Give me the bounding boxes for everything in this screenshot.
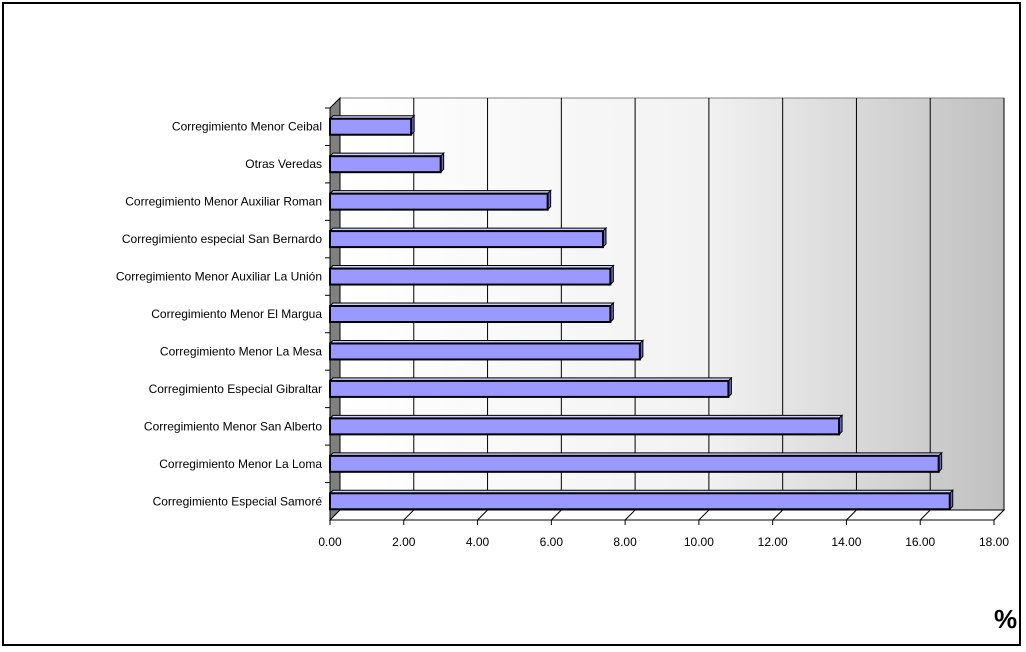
floor-gridline bbox=[919, 509, 931, 521]
bar-chart: 0.00 2.00 4.00 6.00 8.00 10.00 12.00 14.00 16.00… bbox=[116, 96, 1017, 634]
floor-gridline bbox=[550, 509, 562, 521]
floor-gridline bbox=[403, 509, 415, 521]
x-axis-unit-label: % bbox=[994, 604, 1017, 634]
x-tick-label: 0.00 bbox=[318, 535, 342, 549]
category-label: Corregimiento Menor La Loma bbox=[159, 457, 322, 471]
bar bbox=[328, 264, 615, 286]
x-tick-label: 18.00 bbox=[979, 535, 1009, 549]
floor-gridline bbox=[993, 509, 1005, 521]
bar-front bbox=[329, 155, 442, 174]
category-label: Corregimiento Menor La Mesa bbox=[160, 344, 322, 358]
bar bbox=[328, 151, 445, 174]
labels: 0.00 2.00 4.00 6.00 8.00 10.00 12.00 14.00 16.00… bbox=[116, 120, 1009, 549]
floor bbox=[328, 509, 1006, 521]
bar bbox=[328, 489, 954, 511]
x-tick-label: 2.00 bbox=[392, 535, 416, 549]
bar-front bbox=[329, 342, 641, 361]
x-tick-label: 4.00 bbox=[466, 535, 490, 549]
bar bbox=[328, 414, 844, 436]
bar-front bbox=[329, 230, 604, 249]
bar-front bbox=[329, 379, 730, 398]
category-label: Otras Veredas bbox=[245, 157, 322, 171]
x-tick-label: 12.00 bbox=[758, 535, 788, 549]
bar bbox=[328, 301, 615, 324]
category-label: Corregimiento Especial Gibraltar bbox=[149, 382, 322, 396]
category-label: Corregimiento Menor San Alberto bbox=[144, 419, 322, 433]
floor-gridline bbox=[698, 509, 710, 521]
bar-front bbox=[329, 492, 951, 511]
category-label: Corregimiento Menor El Margua bbox=[151, 307, 322, 321]
floor-gridline bbox=[772, 509, 784, 521]
bar bbox=[328, 189, 552, 211]
bar bbox=[328, 376, 733, 399]
bar-front bbox=[329, 117, 413, 136]
bar-front bbox=[329, 267, 612, 286]
bar bbox=[328, 339, 645, 361]
x-tick-label: 14.00 bbox=[831, 535, 861, 549]
category-label: Corregimiento Menor Ceibal bbox=[172, 120, 322, 134]
floor-gridline bbox=[624, 509, 636, 521]
category-label: Corregimiento Menor Auxiliar La Unión bbox=[116, 270, 322, 284]
bar bbox=[328, 226, 608, 249]
bars bbox=[328, 114, 954, 511]
bar-front bbox=[329, 305, 612, 323]
bar-front bbox=[329, 417, 841, 436]
floor-gridline bbox=[846, 509, 857, 521]
x-tick-label: 16.00 bbox=[905, 535, 935, 549]
bar bbox=[328, 451, 943, 474]
x-tick-label: 8.00 bbox=[613, 535, 637, 549]
bar-front bbox=[329, 454, 940, 473]
floor-gridline bbox=[477, 509, 488, 521]
category-label: Corregimiento especial San Bernardo bbox=[122, 232, 322, 246]
bar-front bbox=[329, 192, 549, 211]
x-tick-label: 6.00 bbox=[540, 535, 564, 549]
category-label: Corregimiento Menor Auxiliar Roman bbox=[125, 195, 322, 209]
bar bbox=[328, 114, 416, 136]
category-label: Corregimiento Especial Samoré bbox=[153, 494, 323, 508]
x-tick-label: 10.00 bbox=[684, 535, 714, 549]
